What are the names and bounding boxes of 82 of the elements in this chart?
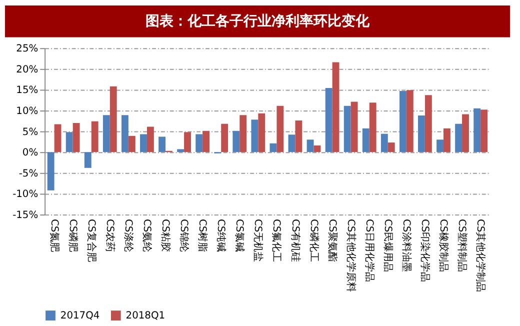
bar <box>72 122 80 152</box>
bar <box>158 136 166 152</box>
bar <box>344 106 351 152</box>
bar <box>66 132 73 152</box>
x-tick-label: CS聚氨酯 <box>326 218 338 262</box>
bar <box>258 113 266 152</box>
bar <box>240 115 247 152</box>
bar <box>276 106 284 152</box>
bar <box>295 120 302 152</box>
x-tick-label: CS民爆用品 <box>382 218 394 272</box>
bar <box>369 102 376 152</box>
bar <box>424 95 432 152</box>
bar <box>480 110 488 152</box>
bar <box>444 128 450 152</box>
bar <box>350 102 358 152</box>
x-tick-label: CS农药 <box>104 218 116 252</box>
bar <box>362 128 370 152</box>
x-tick-label: CS无机盐 <box>252 218 264 262</box>
bar <box>84 152 92 168</box>
x-tick-label: CS粘胶 <box>160 218 172 252</box>
y-tick-label: 10% <box>16 106 38 117</box>
bar <box>406 90 414 152</box>
bar <box>146 126 154 152</box>
bar <box>474 108 481 152</box>
x-tick-label: CS涤纶 <box>122 218 134 252</box>
chart-title: 图表：化工各子行业净利率环比变化 <box>146 12 371 30</box>
y-tick-label: -15% <box>12 210 38 221</box>
x-tick-label: CS印染化学品 <box>418 218 431 282</box>
x-tick-label: CS涂料油墨 <box>400 218 412 272</box>
bar <box>128 136 136 152</box>
bar <box>221 124 228 152</box>
bar <box>325 88 332 152</box>
y-tick-label: 5% <box>22 126 38 138</box>
bar <box>332 62 340 152</box>
bar <box>202 130 210 152</box>
bar <box>306 140 314 152</box>
y-tick-label: -5% <box>18 168 38 180</box>
bar <box>388 142 395 152</box>
x-tick-label: CS有机硅 <box>289 218 302 262</box>
x-tick-label: CS纯碱 <box>215 218 228 252</box>
x-tick-label: CS氟化工 <box>270 218 283 262</box>
y-tick-label: 25% <box>16 44 38 55</box>
bar <box>380 134 388 152</box>
bar <box>270 143 277 152</box>
bar <box>288 134 296 152</box>
bar <box>91 121 98 152</box>
x-tick-label: CS氮肥 <box>48 218 60 252</box>
bar <box>436 140 444 152</box>
y-tick-label: 20% <box>16 64 38 76</box>
bar <box>251 120 258 152</box>
x-tick-label: CS日用化学品 <box>363 218 376 282</box>
bar <box>462 114 469 152</box>
bar <box>184 132 191 152</box>
y-tick-label: -10% <box>12 189 38 200</box>
bar <box>110 86 117 152</box>
x-tick-label: CS复合肥 <box>85 218 98 262</box>
bar <box>196 134 203 152</box>
y-tick-label: 15% <box>16 85 38 96</box>
bar <box>177 149 184 152</box>
bar <box>418 115 425 152</box>
x-tick-label: CS塑料制品 <box>456 218 468 272</box>
x-tick-label: CS树脂 <box>196 218 209 252</box>
x-tick-label: CS氨纶 <box>140 218 153 252</box>
x-tick-label: CS氯碱 <box>234 218 246 252</box>
x-tick-label: CS磷化工 <box>308 218 320 262</box>
bar <box>314 145 321 152</box>
x-tick-label: CS其他化学原料 <box>344 218 357 292</box>
bar <box>121 115 128 152</box>
bar <box>47 152 54 190</box>
legend-label: 2018Q1 <box>126 310 166 322</box>
bar <box>54 124 62 152</box>
bar <box>399 90 406 152</box>
bar <box>140 134 147 152</box>
x-tick-label: CS其他化学制品 <box>474 218 487 292</box>
bar <box>455 124 462 152</box>
bar <box>102 115 110 152</box>
x-tick-label: CS锦纶 <box>178 218 190 252</box>
y-tick-label: 0% <box>22 148 38 159</box>
bar <box>232 130 240 152</box>
x-tick-label: CS橡胶制品 <box>438 218 450 272</box>
legend-label: 2017Q4 <box>60 310 100 322</box>
x-tick-label: CS磷肥 <box>66 218 79 252</box>
